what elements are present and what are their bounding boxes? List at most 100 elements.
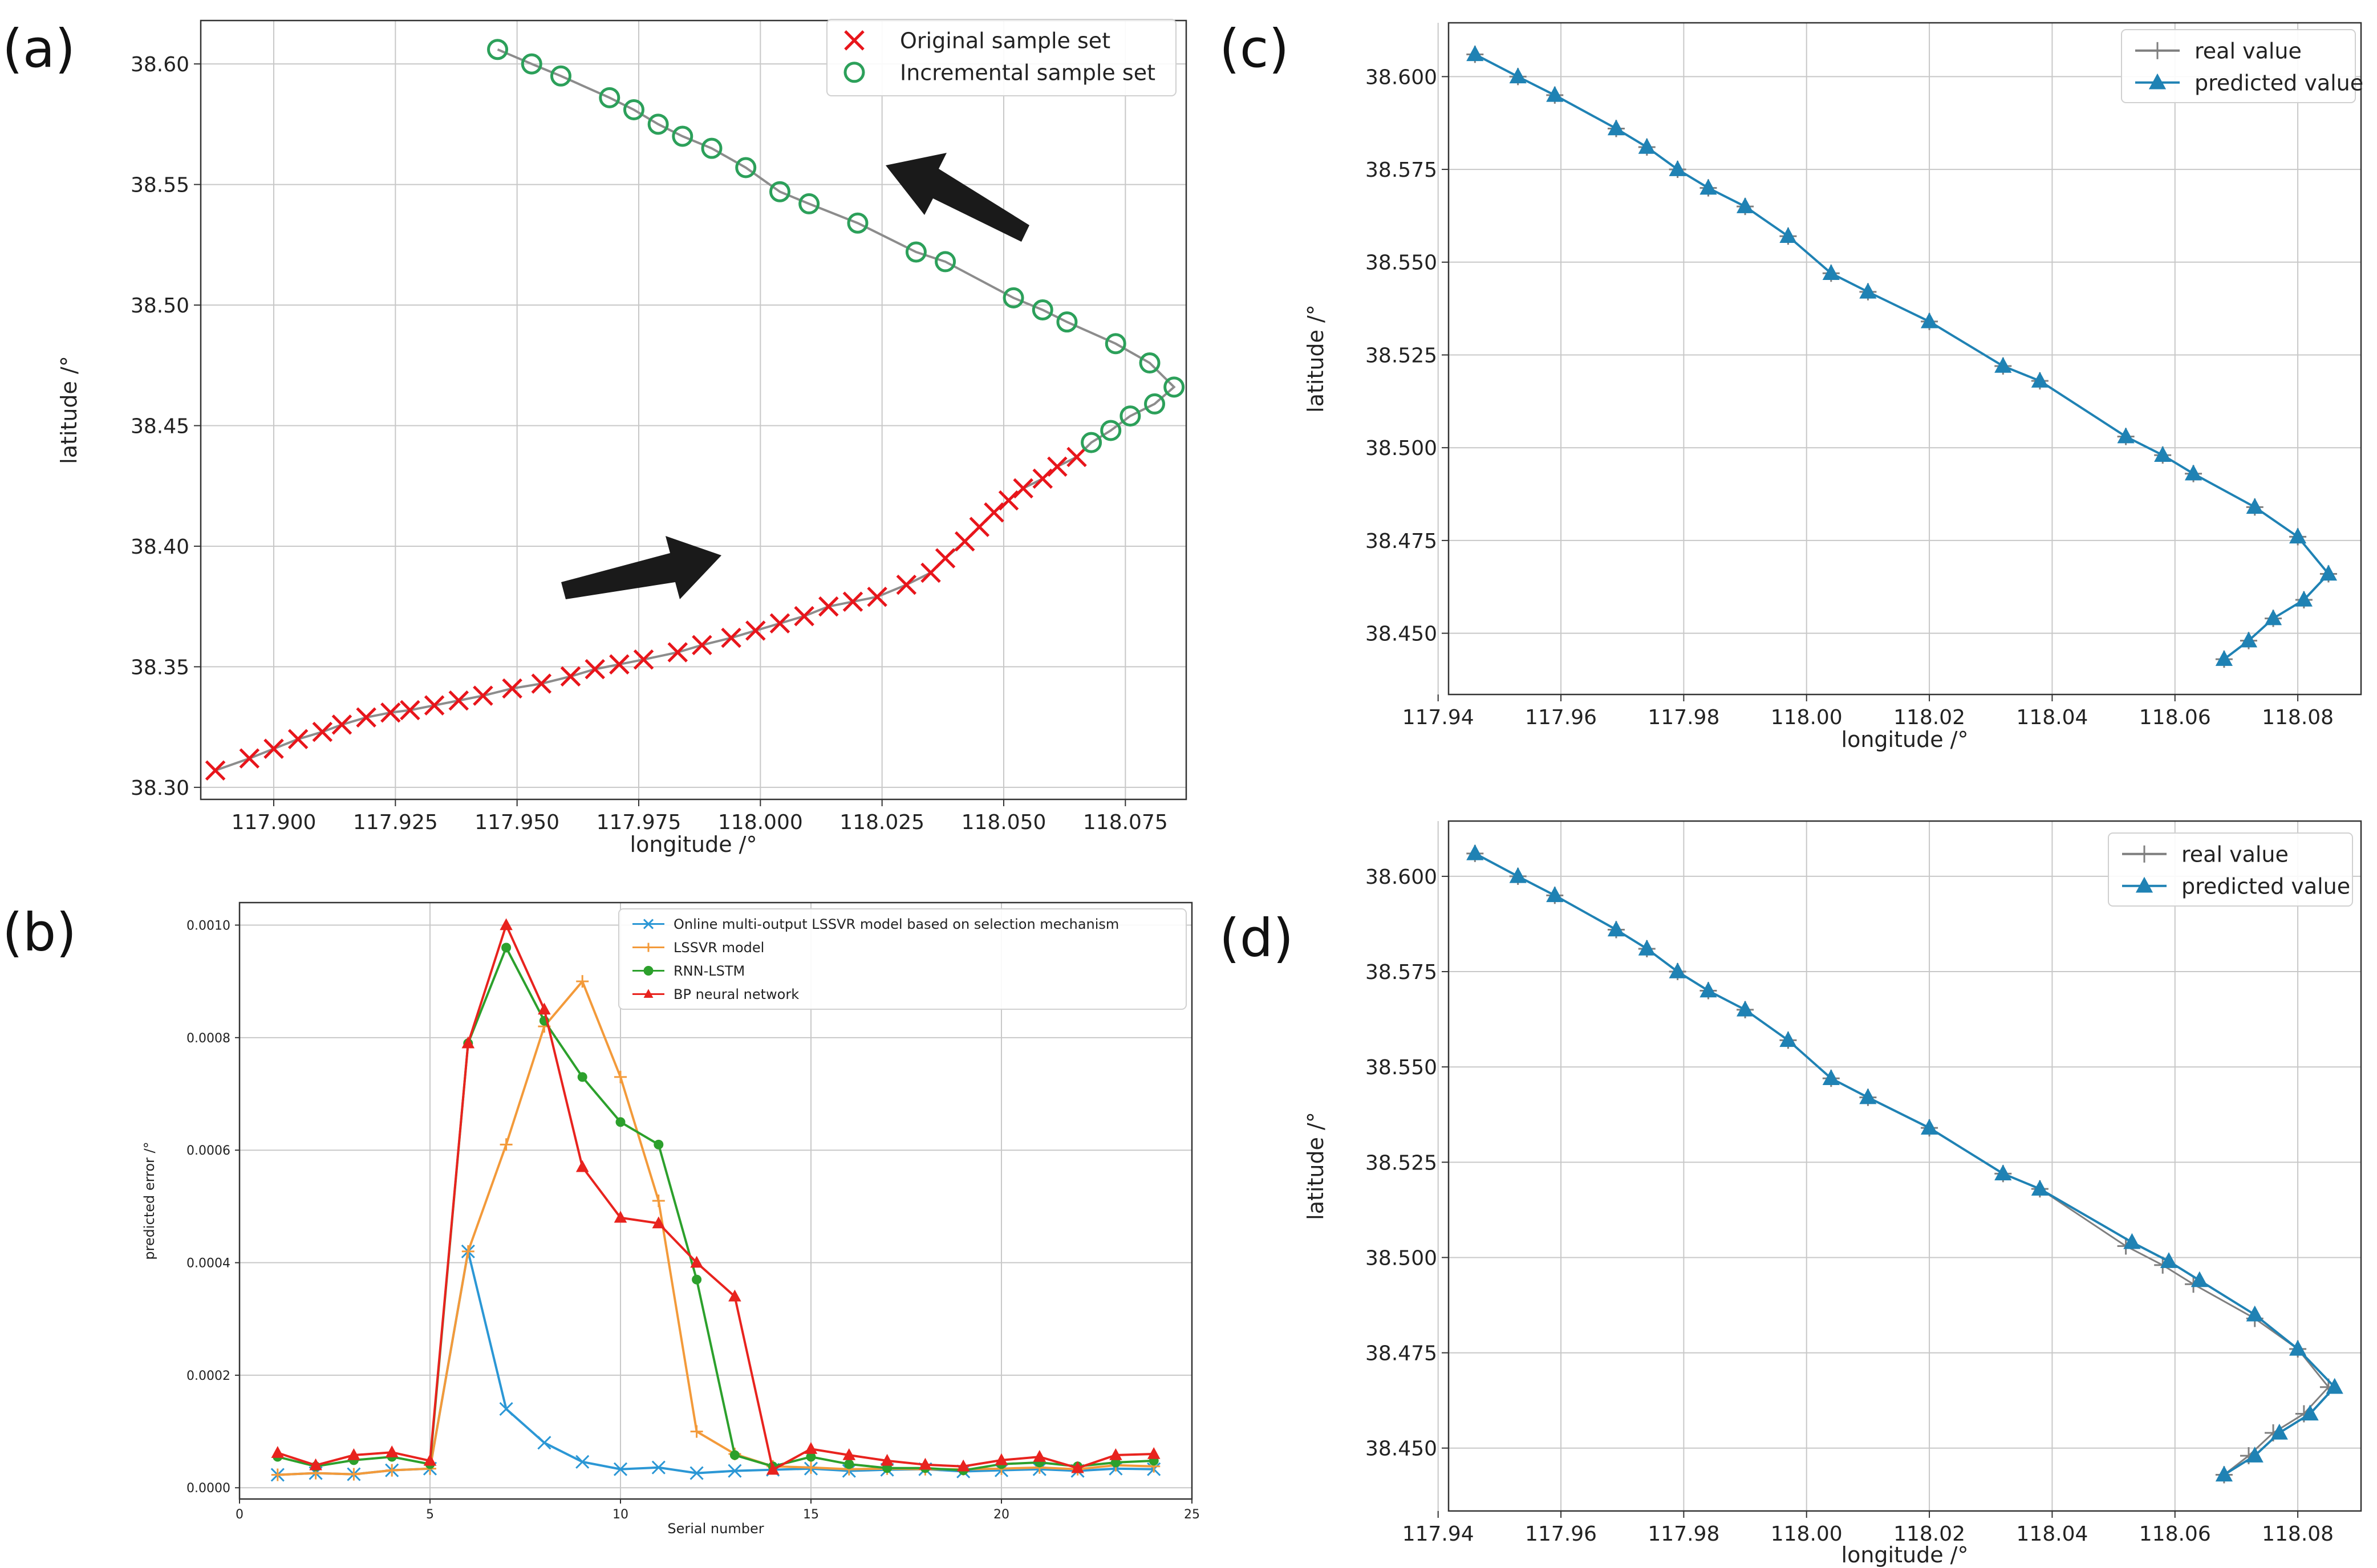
legend-marker — [2135, 876, 2153, 893]
x-tick-label: 117.94 — [1402, 706, 1474, 729]
data-point — [935, 548, 956, 568]
chart-0: 117.900 117.925 117.950 117.975 118.000 118.0… — [56, 19, 1187, 857]
data-point — [1066, 446, 1087, 468]
data-point — [615, 1117, 626, 1127]
data-point — [1003, 287, 1024, 308]
legend-marker — [643, 989, 654, 998]
series-1 — [1466, 45, 2338, 666]
legend-box — [618, 908, 1187, 1010]
chart-2: 117.94 117.96 117.98 118.00 118.02 118.04 118.… — [1303, 22, 2363, 752]
y-tick-label: 38.550 — [1365, 1056, 1437, 1079]
data-point — [1669, 160, 1686, 176]
data-point — [423, 1453, 437, 1466]
data-point — [1033, 1449, 1046, 1462]
x-axis-label: longitude /° — [1841, 1542, 1969, 1567]
data-point — [844, 1459, 854, 1469]
legend-label: predicted value — [2195, 70, 2363, 95]
y-tick-label: 38.45 — [131, 415, 189, 438]
data-point — [538, 1002, 551, 1015]
data-point-b — [537, 1436, 551, 1450]
data-point — [769, 181, 790, 202]
legend-label: Original sample set — [900, 28, 1110, 53]
legend-label: Online multi-output LSSVR model based on… — [674, 916, 1119, 932]
data-point — [842, 591, 863, 612]
data-point — [1699, 178, 1717, 195]
x-tick-label: 5 — [426, 1508, 434, 1522]
data-point-b — [818, 596, 839, 617]
series-line — [277, 921, 1154, 1472]
data-point — [1859, 1088, 1877, 1104]
x-tick-label: 118.06 — [2139, 706, 2211, 729]
data-point — [2301, 1404, 2319, 1421]
legend: Online multi-output LSSVR model based on… — [618, 908, 1187, 1010]
data-point — [1638, 137, 1656, 154]
legend-marker — [2148, 73, 2167, 90]
data-point — [1822, 1069, 1840, 1085]
data-point — [2240, 631, 2258, 648]
data-point — [2326, 1378, 2343, 1394]
data-point — [609, 654, 630, 675]
data-point — [956, 1459, 970, 1472]
data-point — [652, 1195, 665, 1207]
data-point — [2246, 1305, 2264, 1322]
data-point — [2289, 1339, 2307, 1356]
series-0 — [205, 446, 1087, 781]
data-point-b — [867, 586, 887, 607]
data-point — [385, 1445, 399, 1457]
data-point — [287, 729, 309, 750]
data-point — [1013, 478, 1033, 499]
data-point — [2191, 1271, 2208, 1287]
plot-frame — [1447, 820, 2362, 1512]
y-tick-label: 38.50 — [131, 294, 189, 318]
x-tick-label: 117.96 — [1525, 1522, 1597, 1546]
data-point — [1736, 1000, 1754, 1017]
data-point — [2264, 609, 2282, 625]
x-axis-label: longitude /° — [630, 832, 757, 857]
data-point-b — [667, 642, 688, 663]
data-point — [1699, 981, 1717, 998]
panel-label-b: (b) — [2, 902, 77, 963]
data-point-b — [531, 673, 552, 694]
data-point — [919, 1457, 932, 1470]
data-point — [1466, 45, 1484, 62]
data-point — [1071, 1461, 1084, 1473]
data-point — [1994, 1164, 2012, 1181]
data-point-b — [1066, 446, 1087, 468]
data-point-b — [842, 591, 863, 612]
y-tick-label: 38.575 — [1365, 159, 1437, 182]
data-point-b — [609, 654, 630, 675]
data-point-b — [205, 760, 226, 781]
data-point — [1607, 119, 1625, 136]
x-tick-label: 117.98 — [1648, 706, 1719, 729]
data-point — [599, 87, 620, 108]
y-tick-label: 38.550 — [1365, 251, 1437, 275]
data-point-b — [502, 678, 522, 699]
x-tick-label: 10 — [612, 1508, 628, 1522]
data-point-b — [935, 548, 956, 568]
y-tick-label: 38.600 — [1365, 866, 1437, 889]
series-1 — [271, 975, 1161, 1481]
data-point — [745, 620, 766, 641]
legend-marker — [843, 62, 865, 83]
data-point — [1466, 844, 1484, 860]
data-point — [1994, 356, 2012, 373]
arrow-up-right — [561, 536, 721, 599]
series-1 — [1466, 844, 2343, 1482]
data-point — [905, 241, 927, 263]
data-point — [735, 157, 757, 178]
y-tick-label: 38.30 — [131, 777, 189, 800]
data-point — [271, 1446, 285, 1458]
data-point — [667, 642, 688, 663]
data-point — [805, 1461, 817, 1474]
x-tick-label: 15 — [803, 1508, 819, 1522]
legend-box — [2121, 29, 2356, 103]
legend-box — [826, 19, 1177, 96]
y-axis-label: predicted error /° — [141, 1142, 157, 1260]
data-point — [1032, 468, 1053, 489]
data-point — [461, 1036, 475, 1049]
data-point — [2215, 650, 2233, 666]
x-axis-label: longitude /° — [1841, 727, 1969, 752]
data-point — [692, 1274, 702, 1285]
data-point — [2319, 564, 2338, 581]
